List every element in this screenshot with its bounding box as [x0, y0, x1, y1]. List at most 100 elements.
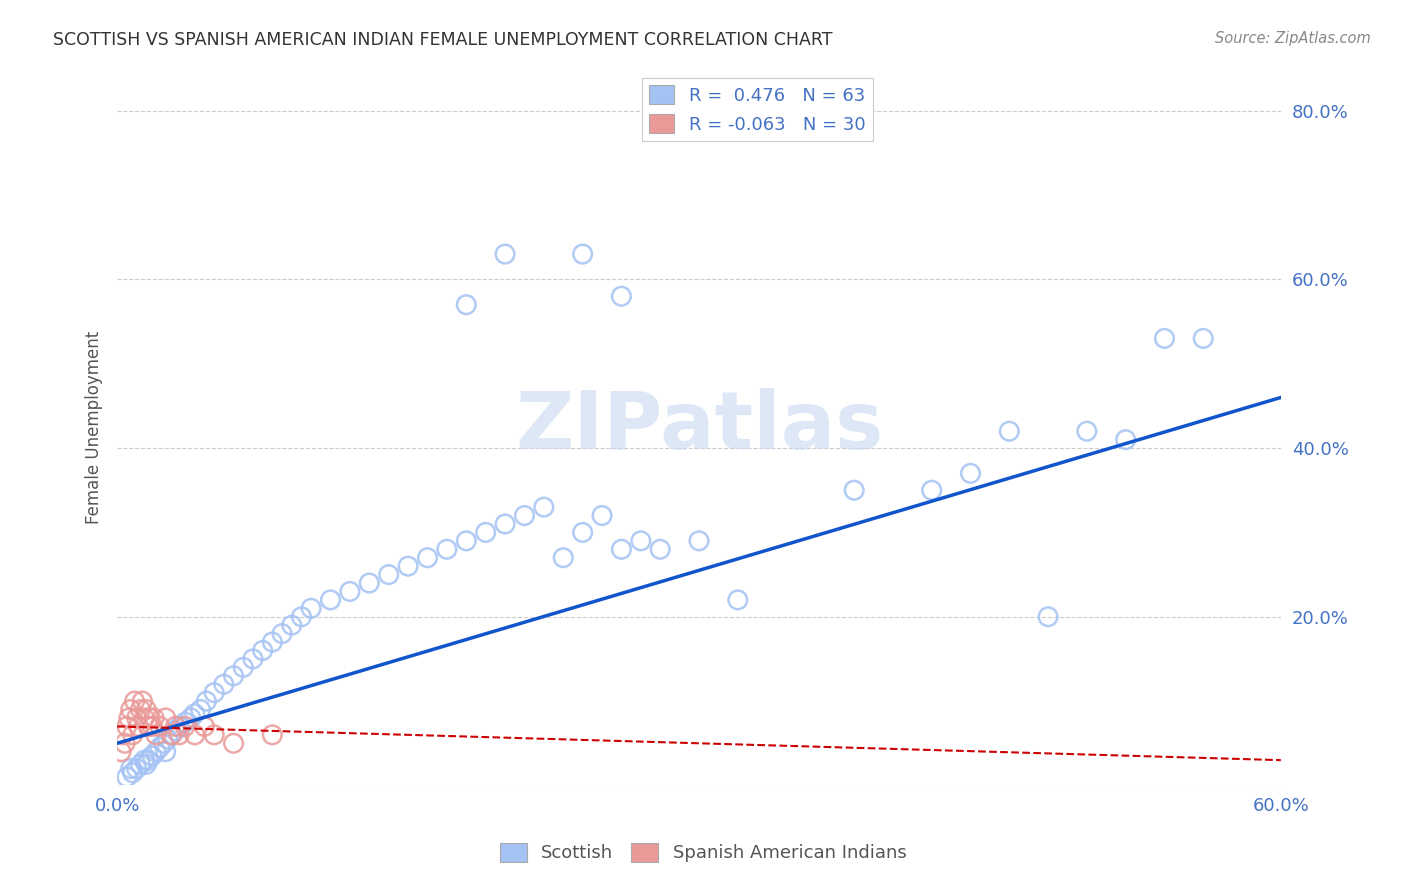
Point [456, 298, 478, 312]
Point [222, 669, 245, 683]
Point [115, 770, 138, 784]
Point [844, 483, 866, 498]
Point [129, 757, 152, 772]
Point [165, 719, 187, 733]
Point [1036, 609, 1059, 624]
Point [149, 740, 172, 755]
Legend: Scottish, Spanish American Indians: Scottish, Spanish American Indians [492, 836, 914, 870]
Point [202, 728, 225, 742]
Point [141, 748, 163, 763]
Point [650, 542, 672, 557]
Point [456, 533, 478, 548]
Point [232, 660, 254, 674]
Point [1153, 331, 1175, 345]
Point [115, 719, 138, 733]
Point [121, 728, 143, 742]
Point [195, 694, 218, 708]
Point [271, 626, 294, 640]
Point [494, 247, 516, 261]
Point [571, 525, 593, 540]
Point [145, 745, 167, 759]
Point [165, 723, 187, 738]
Point [396, 559, 419, 574]
Point [262, 635, 284, 649]
Point [262, 728, 284, 742]
Legend: R =  0.476   N = 63, R = -0.063   N = 30: R = 0.476 N = 63, R = -0.063 N = 30 [641, 78, 873, 141]
Point [299, 601, 322, 615]
Text: SCOTTISH VS SPANISH AMERICAN INDIAN FEMALE UNEMPLOYMENT CORRELATION CHART: SCOTTISH VS SPANISH AMERICAN INDIAN FEMA… [53, 31, 832, 49]
Point [533, 500, 555, 515]
Point [377, 567, 399, 582]
Point [242, 652, 264, 666]
Point [111, 728, 134, 742]
Point [128, 719, 150, 733]
Point [727, 593, 749, 607]
Point [252, 643, 274, 657]
Point [184, 728, 207, 742]
Point [1076, 424, 1098, 438]
Point [156, 732, 179, 747]
Point [125, 711, 148, 725]
Point [591, 508, 613, 523]
Point [474, 525, 496, 540]
Point [921, 483, 943, 498]
Point [167, 719, 190, 733]
Point [513, 508, 536, 523]
Point [145, 728, 167, 742]
Point [202, 686, 225, 700]
Point [129, 702, 152, 716]
Point [959, 467, 981, 481]
Point [121, 765, 143, 780]
Point [290, 609, 312, 624]
Point [120, 762, 142, 776]
Point [155, 711, 177, 725]
Point [155, 745, 177, 759]
Text: ZIPatlas: ZIPatlas [515, 388, 883, 466]
Text: Source: ZipAtlas.com: Source: ZipAtlas.com [1215, 31, 1371, 46]
Point [193, 719, 215, 733]
Point [190, 702, 212, 716]
Point [149, 719, 172, 733]
Y-axis label: Female Unemployment: Female Unemployment [86, 330, 103, 524]
Point [180, 711, 202, 725]
Point [494, 516, 516, 531]
Point [114, 736, 136, 750]
Point [135, 757, 157, 772]
Point [630, 533, 652, 548]
Point [436, 542, 458, 557]
Point [222, 736, 245, 750]
Point [359, 576, 381, 591]
Point [571, 247, 593, 261]
Point [174, 719, 197, 733]
Point [120, 702, 142, 716]
Point [1115, 433, 1137, 447]
Point [143, 711, 166, 725]
Point [212, 677, 235, 691]
Point [339, 584, 361, 599]
Point [610, 289, 633, 303]
Point [998, 424, 1021, 438]
Point [688, 533, 710, 548]
Point [134, 753, 156, 767]
Point [174, 715, 197, 730]
Point [136, 719, 159, 733]
Point [134, 711, 156, 725]
Point [280, 618, 302, 632]
Point [125, 762, 148, 776]
Point [553, 550, 575, 565]
Point [1192, 331, 1215, 345]
Point [118, 711, 141, 725]
Point [160, 728, 183, 742]
Point [167, 728, 190, 742]
Point [160, 728, 183, 742]
Point [610, 542, 633, 557]
Point [416, 550, 439, 565]
Point [131, 694, 153, 708]
Point [152, 736, 174, 750]
Point [319, 593, 342, 607]
Point [110, 745, 132, 759]
Point [124, 694, 146, 708]
Point [141, 719, 163, 733]
Point [139, 711, 162, 725]
Point [135, 702, 157, 716]
